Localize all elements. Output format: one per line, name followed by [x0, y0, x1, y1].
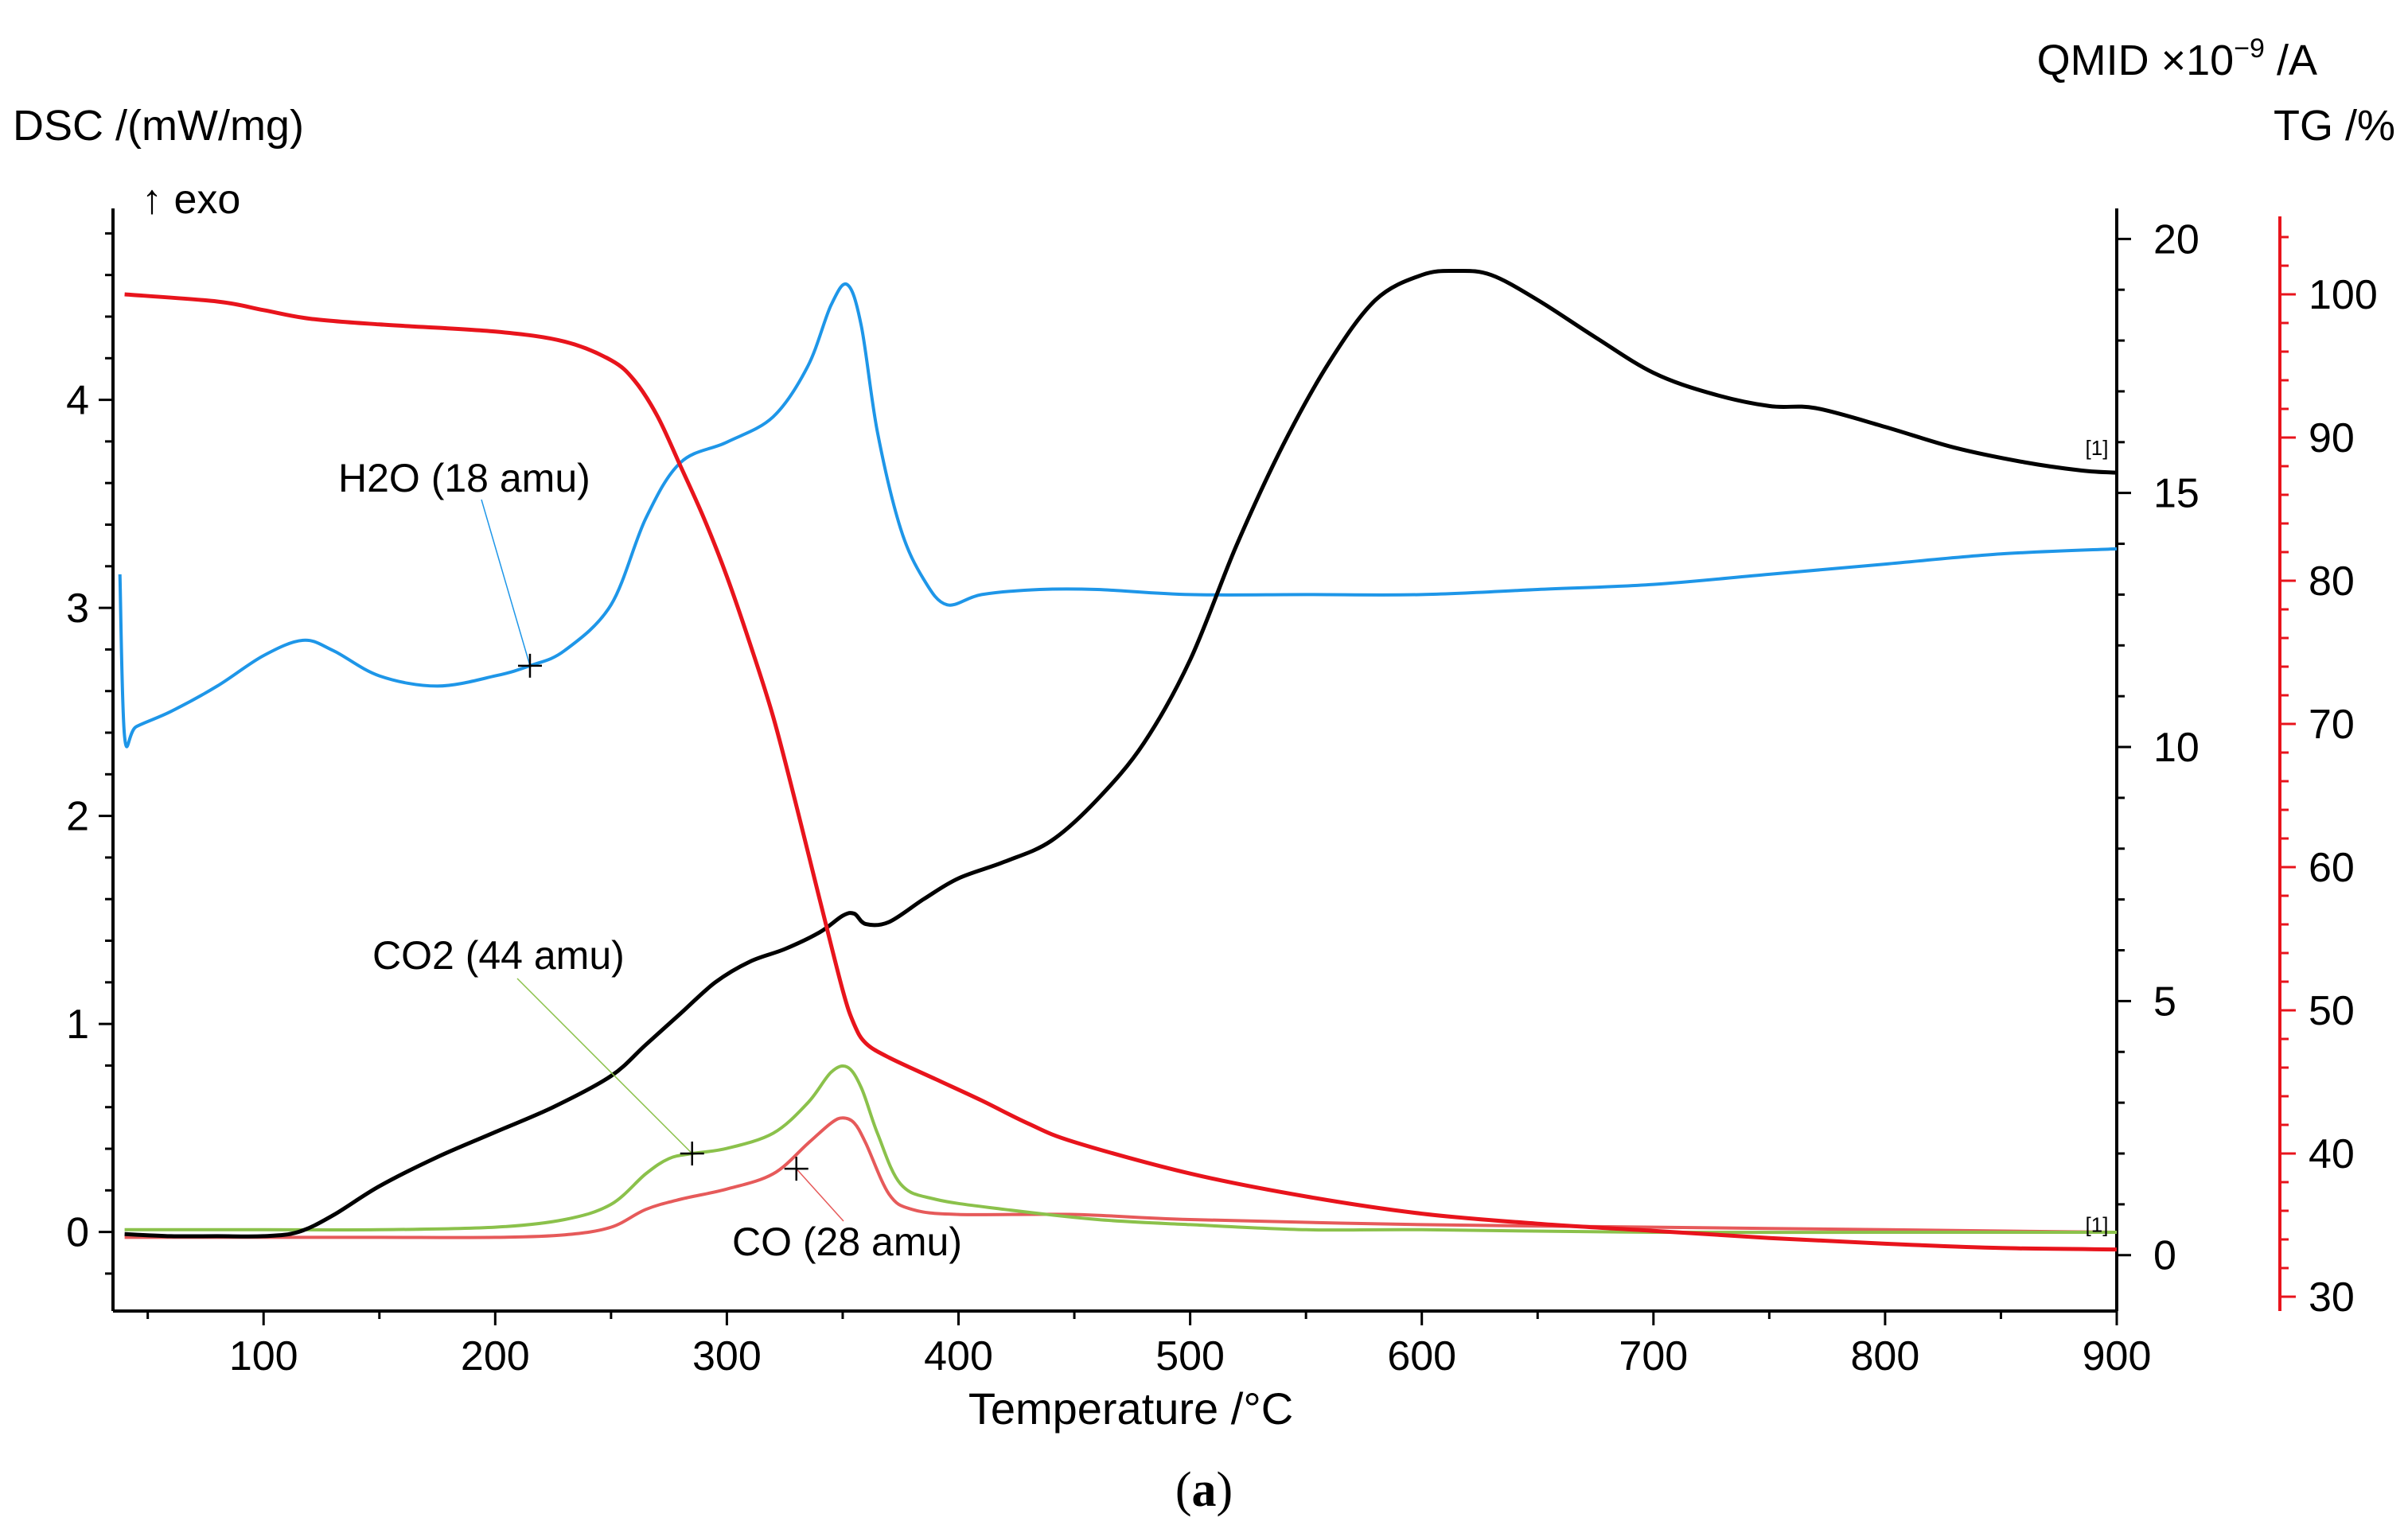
- tg-axis-title: TG /%: [2274, 102, 2395, 150]
- dsc-axis-title: DSC /(mW/mg): [13, 102, 304, 150]
- annotation-label: CO2 (44 amu): [372, 933, 625, 978]
- dsc-tick-label: 2: [66, 794, 89, 840]
- qmid-axis-title: QMID ×10−9 /A: [2037, 33, 2317, 84]
- series-line-dsc: [124, 268, 2118, 1239]
- dsc-tick-label: 1: [66, 1002, 89, 1048]
- x-tick-label: 300: [692, 1333, 762, 1379]
- x-axis-title: Temperature /°C: [968, 1383, 1293, 1434]
- series-end-marker: [1]: [2086, 436, 2109, 460]
- x-tick-label: 400: [924, 1333, 993, 1379]
- tg-tick-label: 30: [2309, 1274, 2355, 1321]
- x-tick-label: 700: [1619, 1333, 1688, 1379]
- exo-label: ↑ exo: [142, 177, 240, 223]
- qmid-tick-label: 15: [2153, 471, 2200, 517]
- annotation-label: CO (28 amu): [732, 1220, 962, 1264]
- axes-group: 100 200 300 400 500 600 700 800 9000123405101520…: [66, 208, 2378, 1379]
- annotation-label: H2O (18 amu): [338, 456, 590, 500]
- dsc-tick-label: 0: [66, 1210, 89, 1256]
- tg-tick-label: 60: [2309, 845, 2355, 891]
- series-line-tg: [124, 292, 2118, 1252]
- axis-labels-group: DSC /(mW/mg) ↑ exo QMID ×10−9 /A TG /% Tempe…: [13, 33, 2395, 1434]
- x-tick-label: 200: [461, 1333, 530, 1379]
- qmid-tick-label: 10: [2153, 725, 2200, 771]
- series-group: [1] [1]: [118, 268, 2118, 1252]
- tg-tick-label: 80: [2309, 558, 2355, 605]
- x-tick-label: 800: [1851, 1333, 1920, 1379]
- annotation-leader: [796, 1168, 844, 1222]
- qmid-tick-label: 5: [2153, 978, 2176, 1025]
- tg-tick-label: 90: [2309, 415, 2355, 461]
- figure-caption: (a): [1175, 1463, 1233, 1517]
- tg-tick-label: 40: [2309, 1131, 2355, 1177]
- x-tick-label: 900: [2083, 1333, 2152, 1379]
- x-tick-label: 100: [229, 1333, 298, 1379]
- dsc-tick-label: 4: [66, 378, 89, 424]
- x-tick-label: 600: [1387, 1333, 1456, 1379]
- annotations-group: H2O (18 amu) CO2 (44 amu) CO (28 amu): [338, 456, 962, 1264]
- x-tick-label: 500: [1155, 1333, 1225, 1379]
- qmid-tick-label: 0: [2153, 1233, 2176, 1279]
- tg-tick-label: 70: [2309, 702, 2355, 748]
- tg-tick-label: 50: [2309, 988, 2355, 1034]
- annotation-leader: [481, 499, 531, 667]
- tg-tick-label: 100: [2309, 272, 2378, 318]
- series-line-co-28-amu: [124, 1116, 2118, 1239]
- caption-letter: a: [1191, 1463, 1217, 1517]
- series-line-h2o-18-amu: [118, 282, 2118, 749]
- series-end-marker: [1]: [2086, 1213, 2109, 1237]
- annotation-leader: [516, 978, 693, 1154]
- dsc-tick-label: 3: [66, 586, 89, 632]
- qmid-tick-label: 20: [2153, 216, 2200, 263]
- series-line-co2-44-amu: [124, 1064, 2117, 1235]
